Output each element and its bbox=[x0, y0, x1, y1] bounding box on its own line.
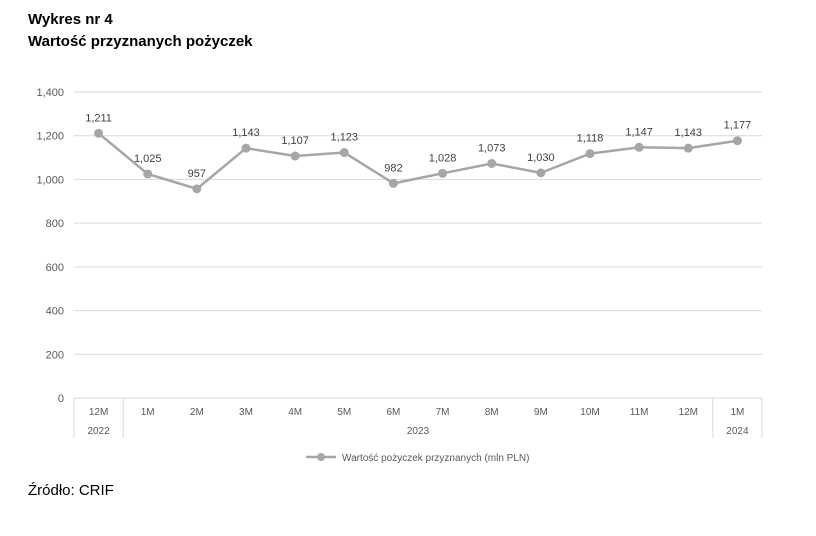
data-point bbox=[732, 136, 742, 146]
x-tick-label: 1M bbox=[141, 407, 155, 418]
data-label: 982 bbox=[384, 162, 402, 174]
x-group-label: 2022 bbox=[87, 426, 110, 437]
data-label: 1,211 bbox=[85, 112, 112, 124]
x-tick-label: 2M bbox=[190, 407, 204, 418]
x-tick-label: 6M bbox=[386, 407, 400, 418]
y-tick-label: 400 bbox=[46, 306, 64, 318]
data-label: 1,025 bbox=[134, 153, 162, 165]
x-tick-label: 4M bbox=[288, 407, 302, 418]
x-group-label: 2023 bbox=[407, 426, 430, 437]
data-point bbox=[143, 169, 153, 179]
data-point bbox=[94, 128, 104, 138]
series-line bbox=[97, 132, 738, 191]
data-point bbox=[388, 178, 398, 188]
x-tick-label: 12M bbox=[89, 407, 108, 418]
x-tick-label: 1M bbox=[730, 407, 744, 418]
data-label: 1,073 bbox=[478, 142, 506, 154]
x-tick-label: 12M bbox=[679, 407, 698, 418]
x-tick-label: 8M bbox=[485, 407, 499, 418]
data-point bbox=[585, 149, 595, 159]
data-label: 1,143 bbox=[232, 127, 260, 139]
data-point bbox=[487, 158, 497, 168]
data-label: 1,177 bbox=[724, 120, 752, 132]
data-point bbox=[241, 143, 251, 153]
x-tick-label: 9M bbox=[534, 407, 548, 418]
data-label: 1,143 bbox=[675, 127, 703, 139]
data-label: 1,107 bbox=[281, 135, 309, 147]
chart-number-heading: Wykres nr 4 bbox=[28, 11, 113, 28]
y-tick-label: 600 bbox=[46, 262, 64, 274]
y-tick-label: 800 bbox=[46, 218, 64, 230]
x-tick-label: 3M bbox=[239, 407, 253, 418]
data-point bbox=[339, 148, 349, 158]
x-tick-label: 11M bbox=[630, 407, 649, 418]
data-point bbox=[290, 151, 300, 161]
data-point bbox=[192, 184, 202, 194]
data-point bbox=[634, 142, 644, 152]
data-point bbox=[438, 168, 448, 178]
data-label: 1,147 bbox=[625, 126, 653, 138]
data-label: 1,030 bbox=[527, 152, 555, 164]
x-tick-label: 10M bbox=[580, 407, 599, 418]
y-tick-label: 1,400 bbox=[36, 87, 64, 99]
data-label: 957 bbox=[188, 168, 206, 180]
data-label: 1,118 bbox=[577, 133, 604, 145]
chart-title: Wartość przyznanych pożyczek bbox=[28, 33, 253, 50]
y-tick-label: 200 bbox=[46, 349, 64, 361]
y-tick-label: 1,200 bbox=[36, 131, 64, 143]
data-label: 1,028 bbox=[429, 152, 457, 164]
x-tick-label: 7M bbox=[436, 407, 450, 418]
y-tick-label: 1,000 bbox=[36, 174, 64, 186]
legend-label: Wartość pożyczek przyznanych (mln PLN) bbox=[342, 453, 529, 464]
data-point bbox=[683, 143, 693, 153]
source-note: Źródło: CRIF bbox=[28, 482, 114, 499]
data-point bbox=[536, 168, 546, 178]
y-tick-label: 0 bbox=[58, 393, 64, 405]
x-tick-label: 5M bbox=[337, 407, 351, 418]
line-chart: 0 200 400 600 800 1,000 1,200 1,400 12M 1M 2M 3M 4M 5… bbox=[36, 87, 763, 464]
x-group-label: 2024 bbox=[726, 426, 749, 437]
legend-marker bbox=[317, 453, 325, 461]
data-label: 1,123 bbox=[331, 132, 359, 144]
